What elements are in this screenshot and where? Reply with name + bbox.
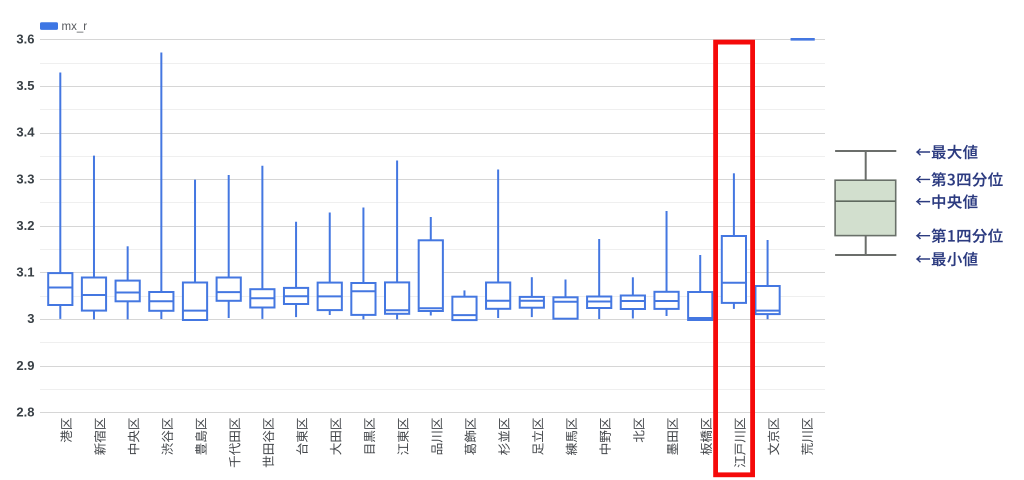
svg-text:3.4: 3.4 xyxy=(16,125,35,140)
svg-text:2.8: 2.8 xyxy=(16,404,34,419)
svg-text:3.3: 3.3 xyxy=(16,171,34,186)
svg-text:3: 3 xyxy=(27,311,34,326)
svg-text:3.6: 3.6 xyxy=(16,32,34,47)
svg-text:3.5: 3.5 xyxy=(16,78,34,93)
svg-text:mx_r: mx_r xyxy=(62,21,88,33)
svg-text:2.9: 2.9 xyxy=(16,358,34,373)
svg-text:3.1: 3.1 xyxy=(16,265,34,280)
svg-text:3.2: 3.2 xyxy=(16,218,34,233)
